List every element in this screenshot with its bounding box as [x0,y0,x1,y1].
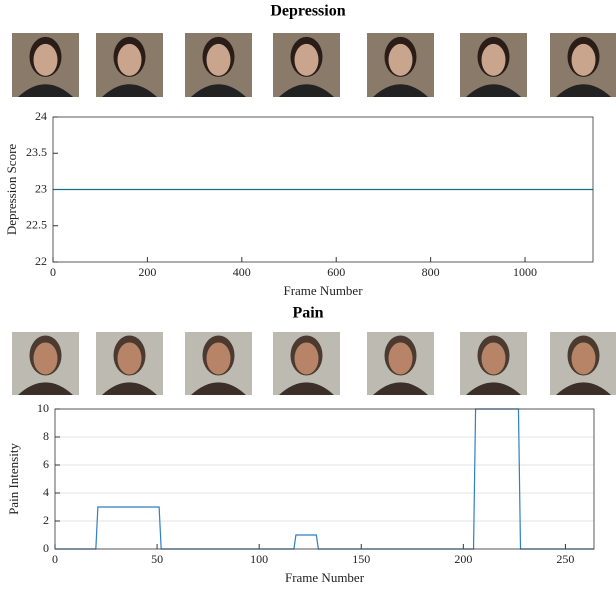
x-tick-label: 600 [327,265,345,279]
face [388,43,413,76]
x-tick-label: 200 [454,552,472,566]
shoulders [102,382,157,395]
shoulders [373,84,428,97]
face [117,43,142,76]
face [206,43,231,76]
shoulders [556,84,611,97]
chart-title: Depression [270,3,345,20]
x-tick-label: 50 [151,552,163,566]
shoulders [279,382,334,395]
thumbnail [367,332,434,395]
face [388,342,413,375]
chart-title: Pain [292,305,323,322]
thumbnail [185,33,252,97]
thumbnail [273,332,340,395]
x-tick-label: 400 [233,265,251,279]
face [294,43,319,76]
x-tick-label: 200 [138,265,156,279]
face [294,342,319,375]
chart: Depression 22 22.5 23 23.5 24 0 200 400 600 800 100… [4,3,616,298]
face [571,342,596,375]
y-tick-label: 22.5 [26,218,47,232]
shoulders [466,84,521,97]
thumbnail [96,332,163,395]
face [206,342,231,375]
plot-area [55,409,594,549]
shoulders [18,382,73,395]
shoulders [279,84,334,97]
y-tick-label: 0 [43,541,49,555]
y-tick-label: 24 [35,109,47,123]
x-tick-label: 150 [352,552,370,566]
y-axis-label: Depression Score [4,144,19,236]
thumbnail [12,33,79,97]
shoulders [102,84,157,97]
thumbnail [460,33,527,97]
face [33,43,58,76]
x-axis-label: Frame Number [283,283,363,298]
shoulders [191,84,246,97]
shoulders [466,382,521,395]
x-tick-label: 100 [250,552,268,566]
thumbnail [12,332,79,395]
shoulders [191,382,246,395]
x-axis-label: Frame Number [285,570,365,585]
x-tick-label: 0 [52,552,58,566]
thumbnail [185,332,252,395]
y-axis-label: Pain Intensity [6,443,21,515]
x-tick-label: 250 [556,552,574,566]
shoulders [18,84,73,97]
y-tick-label: 23 [35,181,47,195]
x-tick-label: 1000 [513,265,537,279]
plot-frame [52,116,594,263]
y-tick-label: 8 [43,429,49,443]
face [571,43,596,76]
face [117,342,142,375]
thumbnail [550,33,616,97]
thumbnail [460,332,527,395]
y-tick-label: 4 [43,485,49,499]
y-tick-label: 6 [43,457,49,471]
y-tick-label: 10 [37,401,49,415]
face [481,43,506,76]
thumbnail [273,33,340,97]
face [481,342,506,375]
shoulders [556,382,611,395]
x-tick-label: 0 [50,265,56,279]
thumbnail [550,332,616,395]
x-tick-label: 800 [422,265,440,279]
plot-frame [54,408,595,550]
thumbnail [96,33,163,97]
y-tick-label: 2 [43,513,49,527]
face [33,342,58,375]
shoulders [373,382,428,395]
y-tick-label: 22 [35,254,47,268]
y-tick-label: 23.5 [26,145,47,159]
thumbnail [367,33,434,97]
